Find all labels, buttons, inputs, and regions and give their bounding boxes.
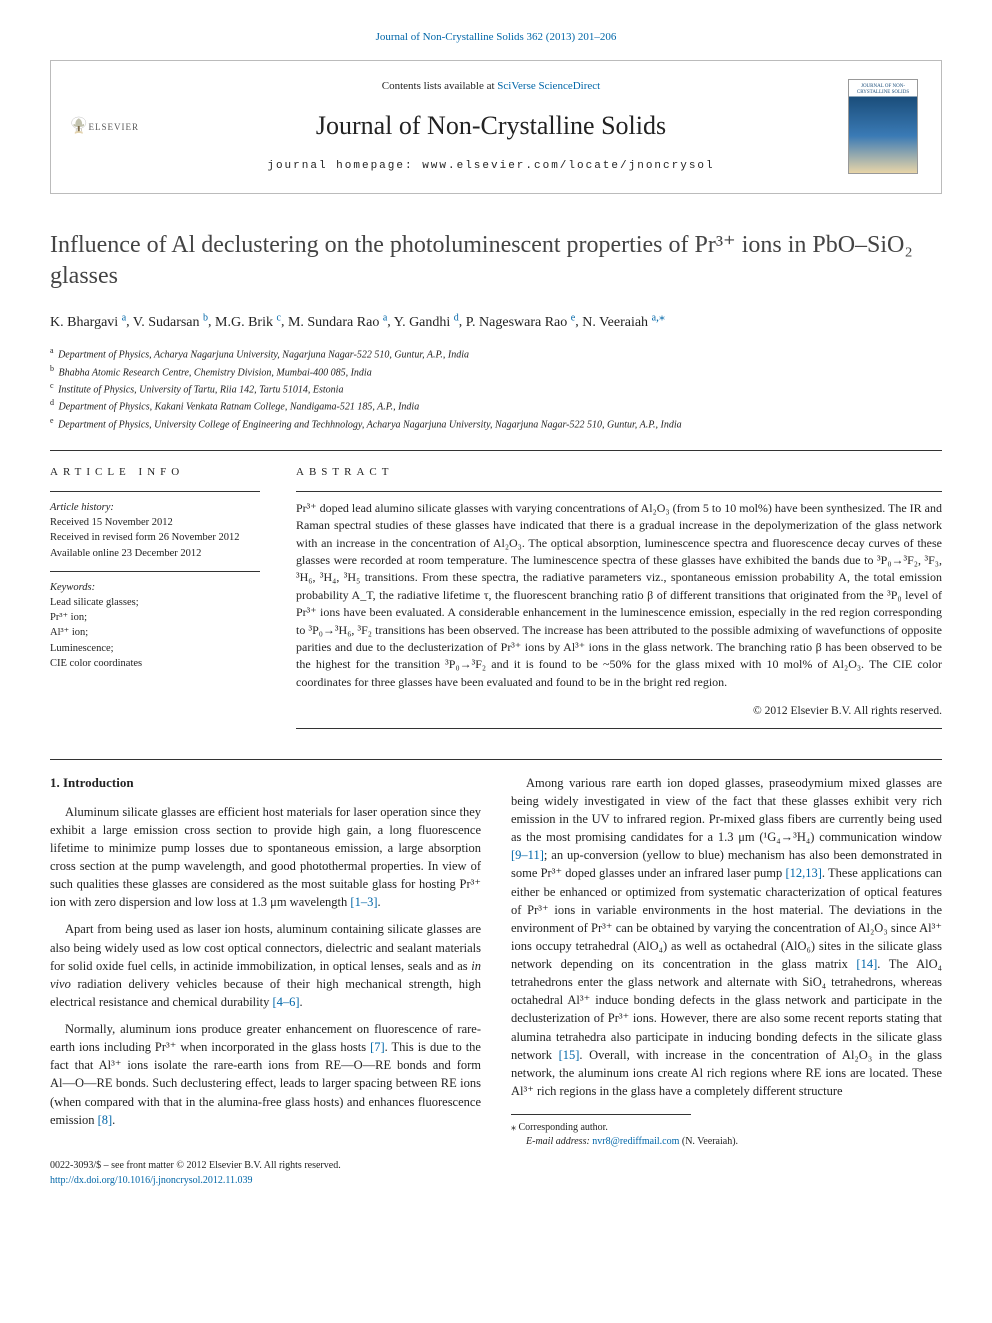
separator — [50, 571, 260, 572]
contents-prefix: Contents lists available at — [382, 80, 497, 92]
corresponding-marker: ,⁎ — [656, 309, 665, 323]
abstract-heading: ABSTRACT — [296, 465, 942, 481]
sciencedirect-link[interactable]: SciVerse ScienceDirect — [497, 80, 600, 92]
affiliation: c Institute of Physics, University of Ta… — [50, 380, 942, 397]
contents-line: Contents lists available at SciVerse Sci… — [139, 79, 843, 95]
author: M.G. Brik c — [215, 315, 281, 330]
banner-center: Contents lists available at SciVerse Sci… — [139, 79, 843, 175]
corr-marker: ⁎ — [511, 1122, 516, 1133]
top-citation-link[interactable]: Journal of Non-Crystalline Solids 362 (2… — [376, 31, 617, 43]
author: K. Bhargavi a — [50, 315, 126, 330]
corr-label: Corresponding author. — [519, 1122, 608, 1133]
email-link[interactable]: nvr8@rediffmail.com — [592, 1136, 679, 1147]
author: N. Veeraiah a,⁎ — [582, 315, 665, 330]
abstract-copyright: © 2012 Elsevier B.V. All rights reserved… — [296, 703, 942, 720]
keyword: Lead silicate glasses; — [50, 595, 260, 610]
history-item: Available online 23 December 2012 — [50, 546, 260, 561]
author: Y. Gandhi d — [394, 315, 459, 330]
email-name: (N. Veeraiah). — [682, 1136, 738, 1147]
publisher-logo: ELSEVIER — [69, 87, 139, 167]
info-abstract-row: ARTICLE INFO Article history: Received 1… — [50, 465, 942, 729]
affiliation: e Department of Physics, University Coll… — [50, 415, 942, 432]
separator — [50, 450, 942, 451]
abstract-text: Pr³⁺ doped lead alumino silicate glasses… — [296, 500, 942, 691]
keywords-label: Keywords: — [50, 580, 260, 595]
affiliation: d Department of Physics, Kakani Venkata … — [50, 397, 942, 414]
keyword: Al³⁺ ion; — [50, 625, 260, 640]
email-label: E-mail address: — [526, 1136, 590, 1147]
separator — [50, 759, 942, 760]
journal-banner: ELSEVIER Contents lists available at Sci… — [50, 60, 942, 194]
body-paragraph: Among various rare earth ion doped glass… — [511, 774, 942, 1100]
homepage-prefix: journal homepage: — [267, 160, 422, 172]
affiliation: a Department of Physics, Acharya Nagarju… — [50, 345, 942, 362]
abstract: ABSTRACT Pr³⁺ doped lead alumino silicat… — [296, 465, 942, 729]
keyword: CIE color coordinates — [50, 656, 260, 671]
body-paragraph: Normally, aluminum ions produce greater … — [50, 1020, 481, 1129]
footnote: ⁎ Corresponding author. E-mail address: … — [511, 1121, 942, 1149]
article-info: ARTICLE INFO Article history: Received 1… — [50, 465, 260, 729]
authors: K. Bhargavi a, V. Sudarsan b, M.G. Brik … — [50, 308, 942, 333]
separator — [296, 491, 942, 492]
journal-name: Journal of Non-Crystalline Solids — [139, 107, 843, 145]
affiliations: a Department of Physics, Acharya Nagarju… — [50, 345, 942, 432]
cover-thumbnail-wrap: JOURNAL OF NON-CRYSTALLINE SOLIDS — [843, 77, 923, 177]
homepage-line: journal homepage: www.elsevier.com/locat… — [139, 159, 843, 175]
history-item: Received in revised form 26 November 201… — [50, 530, 260, 545]
history-item: Received 15 November 2012 — [50, 515, 260, 530]
body-columns: 1. Introduction Aluminum silicate glasse… — [50, 774, 942, 1149]
body-paragraph: Apart from being used as laser ion hosts… — [50, 920, 481, 1011]
keyword: Luminescence; — [50, 641, 260, 656]
keyword: Pr³⁺ ion; — [50, 610, 260, 625]
cover-thumbnail: JOURNAL OF NON-CRYSTALLINE SOLIDS — [848, 79, 918, 174]
publisher-name: ELSEVIER — [89, 121, 140, 134]
bottom-row: 0022-3093/$ – see front matter © 2012 El… — [50, 1159, 942, 1188]
author: P. Nageswara Rao e — [466, 315, 575, 330]
homepage-url: www.elsevier.com/locate/jnoncrysol — [422, 160, 714, 172]
author: M. Sundara Rao a — [288, 315, 387, 330]
separator — [50, 491, 260, 492]
elsevier-tree-icon — [69, 92, 89, 162]
section-heading: 1. Introduction — [50, 774, 481, 793]
affiliation: b Bhabha Atomic Research Centre, Chemist… — [50, 363, 942, 380]
article-title: Influence of Al declustering on the phot… — [50, 230, 942, 292]
history-label: Article history: — [50, 500, 260, 515]
body-paragraph: Aluminum silicate glasses are efficient … — [50, 803, 481, 912]
cover-label: JOURNAL OF NON-CRYSTALLINE SOLIDS — [852, 84, 914, 95]
footnote-separator — [511, 1114, 691, 1115]
article-info-heading: ARTICLE INFO — [50, 465, 260, 481]
author: V. Sudarsan b — [133, 315, 208, 330]
doi-link[interactable]: http://dx.doi.org/10.1016/j.jnoncrysol.2… — [50, 1175, 253, 1186]
front-matter: 0022-3093/$ – see front matter © 2012 El… — [50, 1159, 341, 1174]
top-citation: Journal of Non-Crystalline Solids 362 (2… — [50, 30, 942, 46]
separator — [296, 728, 942, 729]
